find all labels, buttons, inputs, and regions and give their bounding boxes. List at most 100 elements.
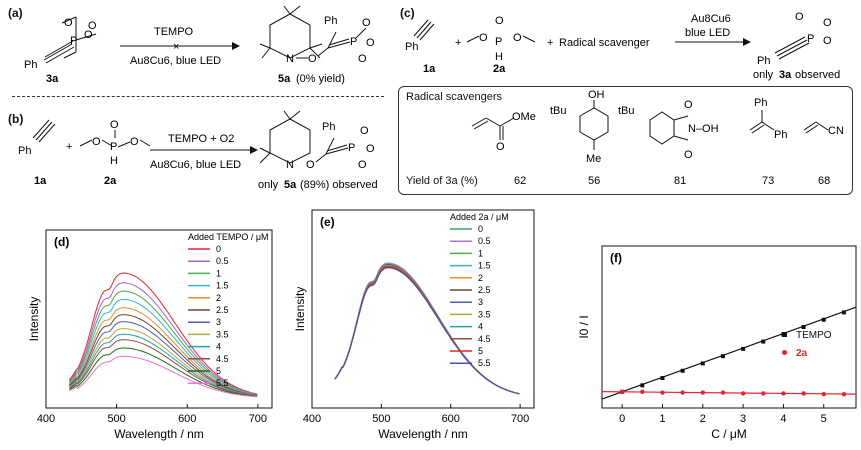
legend-label-0: 0 — [478, 224, 483, 234]
legend-label-2: 2 — [478, 273, 483, 283]
panel-c-product: 3a — [779, 69, 792, 81]
x-tick-label: 500 — [372, 413, 390, 425]
panel-c-scheme: Ph 1a + O P O O H 2a + Radical scavenger… — [405, 11, 840, 81]
panel-b-product: 5a — [284, 179, 297, 191]
chart-d: (d) 400 500 600 700 Wavelength / nm Intensity A… — [27, 229, 273, 441]
scav-nhpi-group: N–OH — [688, 123, 719, 135]
panel-b-reagent-bottom: Au8Cu6, blue LED — [150, 159, 241, 171]
x-tick-label: 500 — [107, 413, 125, 425]
x-tick-label: 1 — [659, 413, 665, 425]
scav-bht-me: Me — [586, 153, 601, 165]
svg-text:O: O — [92, 136, 101, 148]
yield-2: 81 — [674, 175, 686, 187]
scavenger-box — [398, 86, 853, 195]
series-line-3 — [334, 264, 520, 395]
yield-0: 62 — [514, 175, 526, 187]
legend-label-2a: 2a — [796, 348, 808, 359]
panel-label: (f) — [610, 251, 622, 265]
panel-b-reagent-top: TEMPO + O2 — [168, 133, 234, 145]
point-2a — [700, 390, 705, 395]
legend-label-1: 1 — [478, 248, 483, 258]
series-line-5 — [69, 347, 258, 397]
panel-c-label: (c) — [400, 6, 415, 20]
series-line-0 — [68, 272, 258, 395]
svg-text:N: N — [286, 53, 294, 65]
svg-text:O: O — [823, 17, 832, 29]
svg-text:N: N — [286, 159, 294, 171]
panel-a-product: 5a — [278, 73, 291, 85]
panel-label: (e) — [320, 215, 335, 229]
svg-text:O: O — [795, 11, 804, 23]
svg-text:O: O — [130, 136, 139, 148]
svg-text:P: P — [495, 36, 502, 48]
chart-f: (f) 0 1 2 3 4 5 C / μM I0 / I TEMPO 2a — [577, 245, 857, 441]
series-line-3.5 — [334, 264, 520, 395]
legend-swatch-TEMPO — [782, 332, 787, 337]
panel-label: (d) — [54, 235, 69, 249]
legend-label-0.5: 0.5 — [478, 236, 491, 246]
panel-b-product-ph: Ph — [322, 121, 335, 133]
svg-text:P: P — [110, 141, 117, 153]
svg-text:O: O — [823, 35, 832, 47]
legend-title: Added TEMPO / μM — [188, 232, 269, 242]
scavenger-structures: O OMe OH tBu tBu Me O O N–OH Ph Ph CN 62… — [471, 89, 844, 187]
panel-c-reactant2: 2a — [493, 63, 506, 75]
y-axis-label: I0 / I — [577, 315, 591, 338]
point-2a — [680, 390, 685, 395]
x-tick-label: 4 — [780, 413, 786, 425]
divider — [12, 96, 384, 97]
panel-a-product-note: (0% yield) — [296, 73, 345, 85]
panel-b-scheme: Ph 1a + O P O O H 2a TEMPO + O2 Au8Cu6, … — [18, 110, 378, 191]
panel-c-reagent-top: Au8Cu6 — [691, 13, 731, 25]
point-TEMPO — [640, 383, 645, 388]
svg-text:P: P — [70, 35, 77, 47]
point-2a — [720, 390, 726, 395]
x-tick-label: 700 — [511, 413, 529, 425]
panel-c-result-suffix: observed — [795, 69, 840, 81]
point-TEMPO — [720, 354, 725, 359]
point-TEMPO — [680, 368, 685, 373]
series-line-4.5 — [69, 339, 258, 397]
series-line-0.5 — [334, 262, 520, 395]
series-line-2.5 — [68, 314, 258, 396]
plot-frame — [311, 209, 535, 409]
panel-c-scavenger: Radical scavenger — [559, 37, 650, 49]
svg-text:O: O — [362, 17, 371, 29]
x-tick-label: 5 — [821, 413, 827, 425]
point-TEMPO — [741, 346, 746, 351]
fit-line-2a — [601, 390, 857, 395]
scavenger-dpe: Ph Ph — [749, 97, 787, 141]
point-2a — [619, 389, 625, 394]
legend-label-5: 5 — [216, 366, 221, 376]
panel-a-reagent-bottom: Au8Cu6, blue LED — [130, 55, 221, 67]
panel-a-scheme: P O O O Ph 3a TEMPO × Au8Cu6, blue LED N… — [24, 5, 375, 85]
scav-ma-group: OMe — [512, 111, 536, 123]
legend-label-5.5: 5.5 — [478, 358, 491, 368]
point-2a — [801, 391, 806, 396]
yield-1: 56 — [588, 175, 600, 187]
svg-text:H: H — [110, 155, 118, 167]
point-TEMPO — [841, 310, 846, 315]
scav-dpe-ph2: Ph — [774, 129, 787, 141]
svg-text:P: P — [350, 36, 357, 48]
point-2a — [821, 392, 826, 397]
legend-title: Added 2a / μM — [450, 212, 509, 222]
panel-c-plus: + — [455, 37, 461, 49]
svg-text:H: H — [495, 51, 503, 63]
y-axis-label: Intensity — [27, 297, 41, 342]
yield-4: 68 — [818, 175, 830, 187]
legend-label-5.5: 5.5 — [216, 378, 229, 388]
svg-text:O: O — [496, 141, 505, 153]
chart-e: (e) 400 500 600 700 Wavelength / nm Intensity A… — [293, 209, 535, 441]
legend-label-4.5: 4.5 — [216, 354, 229, 364]
series-line-1.5 — [68, 298, 258, 396]
svg-text:O: O — [513, 32, 522, 44]
legend-label-4: 4 — [216, 342, 221, 352]
svg-text:O: O — [358, 159, 367, 171]
svg-text:O: O — [358, 53, 367, 65]
series-line-2.5 — [334, 264, 520, 395]
x-tick-label: 0 — [619, 413, 625, 425]
svg-text:O: O — [684, 149, 693, 161]
scav-bht-oh: OH — [588, 89, 605, 101]
point-2a — [761, 391, 766, 396]
